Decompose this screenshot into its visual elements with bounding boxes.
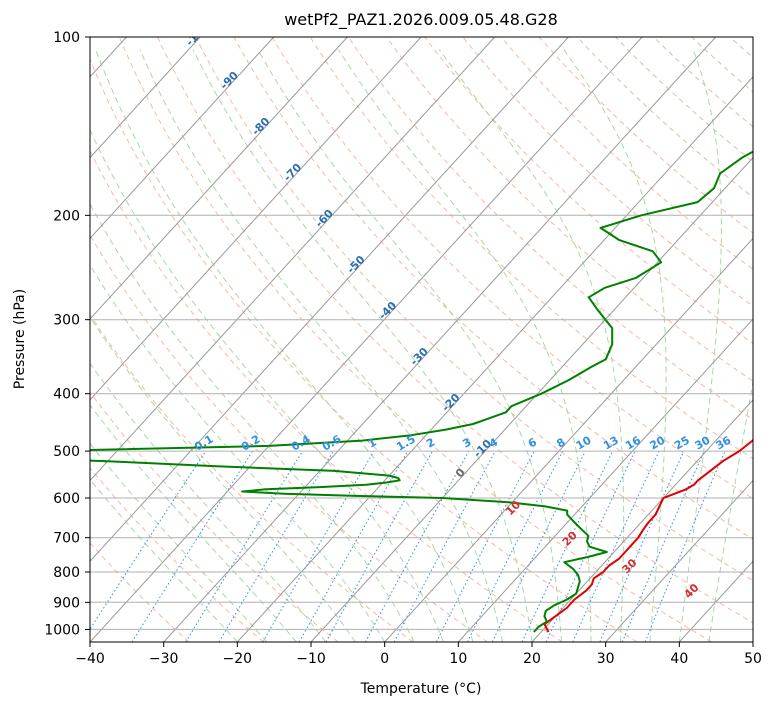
isotherm-line bbox=[163, 37, 717, 642]
isotherm-line bbox=[531, 399, 753, 642]
mixing-ratio-line bbox=[621, 450, 705, 642]
moist-adiabat bbox=[192, 49, 533, 642]
mixing-ratio-line bbox=[218, 450, 334, 642]
moist-adiabat bbox=[438, 49, 625, 642]
plot-area bbox=[90, 37, 753, 642]
isotherm-label: -100 bbox=[183, 20, 212, 49]
isotherm-line bbox=[236, 76, 753, 642]
isotherm-line bbox=[90, 37, 275, 240]
moist-adiabat bbox=[95, 49, 474, 642]
dry-adiabat bbox=[90, 149, 563, 642]
isotherm-line bbox=[384, 237, 753, 642]
dry-adiabat bbox=[424, 37, 753, 344]
moist-adiabat bbox=[257, 49, 562, 642]
mixing-ratio-line bbox=[491, 450, 586, 642]
moist-adiabat bbox=[90, 362, 327, 642]
x-tick-label: 20 bbox=[523, 651, 541, 667]
x-tick-label: −20 bbox=[223, 651, 253, 667]
moist-adiabat bbox=[90, 316, 356, 642]
isotherm-line bbox=[310, 156, 753, 642]
moist-adiabat bbox=[563, 49, 667, 642]
mixing-ratio-line bbox=[521, 450, 614, 642]
temperature-profile bbox=[543, 438, 753, 633]
y-tick-label: 400 bbox=[53, 387, 80, 403]
x-axis-label: Temperature (°C) bbox=[360, 681, 482, 697]
dry-adiabat bbox=[90, 234, 488, 642]
x-tick-label: 40 bbox=[670, 651, 688, 667]
x-tick-label: 30 bbox=[597, 651, 615, 667]
moist-adiabat bbox=[708, 379, 753, 642]
plot-frame bbox=[89, 36, 754, 643]
dry-adiabat bbox=[90, 467, 264, 642]
x-tick-label: 10 bbox=[449, 651, 467, 667]
isotherm-line bbox=[90, 37, 348, 320]
mixing-ratio-line bbox=[185, 450, 304, 642]
y-tick-label: 100 bbox=[53, 30, 80, 46]
mixing-ratio-line bbox=[298, 450, 409, 642]
x-tick-label: 0 bbox=[380, 651, 389, 667]
mixing-ratio-line bbox=[325, 450, 433, 642]
y-tick-label: 600 bbox=[53, 491, 80, 507]
x-tick-label: −40 bbox=[75, 651, 105, 667]
moist-adiabat bbox=[337, 49, 592, 642]
mixing-ratio-line bbox=[364, 450, 470, 642]
y-tick-label: 300 bbox=[53, 313, 80, 329]
dry-adiabat bbox=[195, 37, 753, 582]
mixing-ratio-line bbox=[572, 450, 660, 642]
x-tick-label: −10 bbox=[296, 651, 326, 667]
y-tick-label: 1000 bbox=[44, 622, 80, 638]
dry-adiabat bbox=[233, 37, 753, 540]
y-axis-label: Pressure (hPa) bbox=[12, 289, 28, 389]
dry-adiabat bbox=[90, 391, 339, 642]
y-tick-label: 500 bbox=[53, 444, 80, 460]
dry-adiabat bbox=[90, 58, 638, 642]
moist-adiabat bbox=[139, 49, 503, 642]
mixing-ratio-line bbox=[131, 450, 254, 642]
mixing-ratio-line bbox=[262, 450, 375, 642]
chart-title: wetPf2_PAZ1.2026.009.05.48.G28 bbox=[284, 10, 558, 30]
dry-adiabat bbox=[118, 37, 712, 642]
x-tick-label: 50 bbox=[744, 651, 762, 667]
moist-adiabat bbox=[90, 202, 415, 642]
isotherm-line bbox=[605, 479, 753, 642]
isotherm-line bbox=[90, 37, 201, 159]
y-tick-label: 200 bbox=[53, 208, 80, 224]
mixing-ratio-line bbox=[644, 450, 726, 642]
x-tick-label: −30 bbox=[149, 651, 179, 667]
y-tick-label: 800 bbox=[53, 565, 80, 581]
dry-adiabat bbox=[90, 314, 414, 642]
dry-adiabat bbox=[157, 37, 753, 624]
y-tick-label: 700 bbox=[53, 531, 80, 547]
isotherm-line bbox=[457, 318, 753, 642]
y-tick-label: 900 bbox=[53, 595, 80, 611]
isotherm-line bbox=[90, 37, 422, 401]
moist-adiabat bbox=[90, 404, 297, 642]
dewpoint-profile bbox=[90, 150, 753, 633]
moist-adiabat bbox=[90, 263, 386, 642]
isotherm-line bbox=[90, 37, 643, 642]
moist-adiabat bbox=[678, 49, 722, 642]
moist-adiabat bbox=[90, 128, 445, 642]
axis-ticks: −40 −30 −20 −10 0 10 20 30 40 50 100 200 300 400 500 60… bbox=[44, 30, 762, 667]
isotherm-line bbox=[90, 37, 496, 482]
dry-adiabat bbox=[271, 37, 753, 500]
isotherm-line bbox=[90, 37, 569, 562]
